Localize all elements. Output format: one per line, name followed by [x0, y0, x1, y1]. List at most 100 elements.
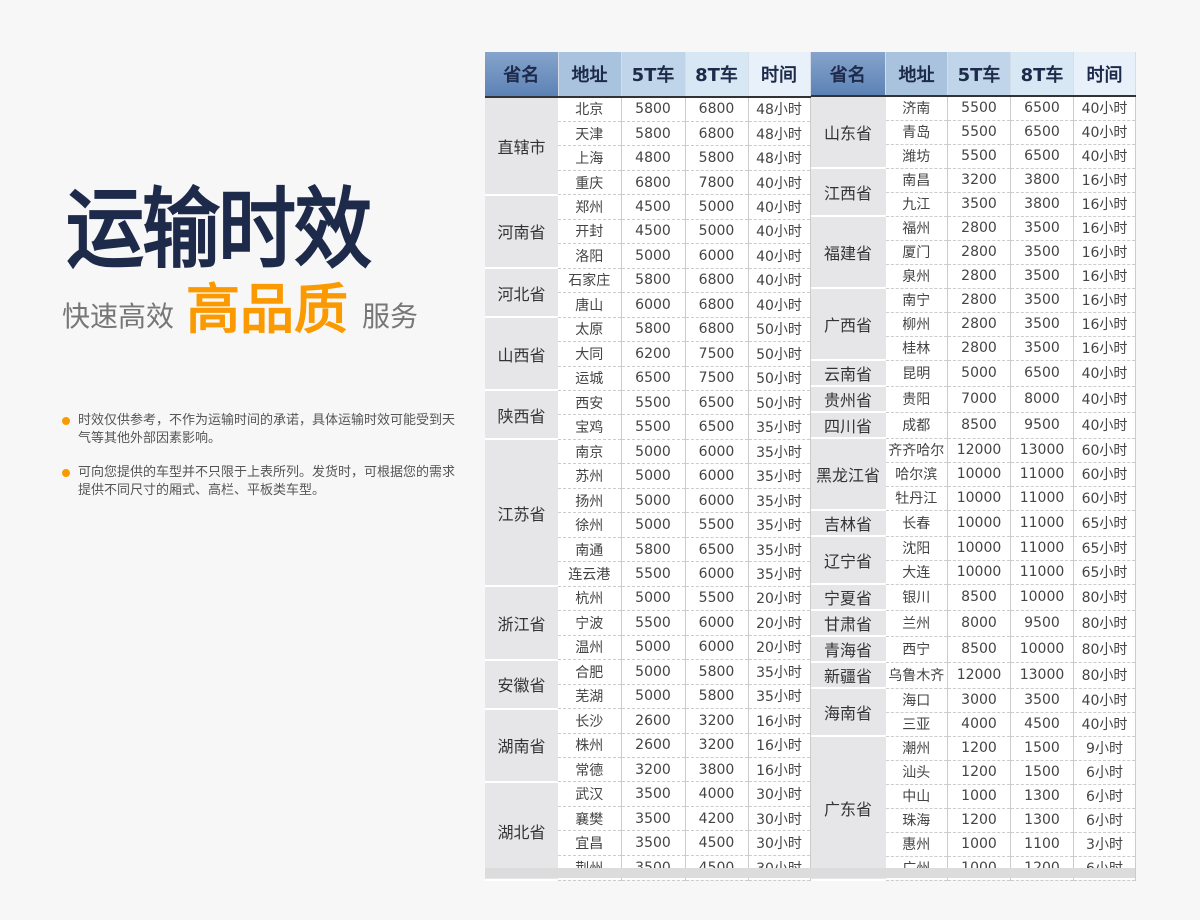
price-5t-cell: 10000 — [947, 560, 1011, 585]
price-5t-cell: 5000 — [621, 586, 686, 612]
price-8t-cell: 5800 — [685, 684, 749, 710]
price-5t-cell: 7000 — [947, 386, 1011, 413]
time-cell: 80小时 — [1073, 662, 1136, 689]
price-8t-cell: 7800 — [685, 170, 749, 196]
price-8t-cell: 4000 — [685, 781, 749, 807]
time-cell: 35小时 — [748, 463, 811, 489]
price-5t-cell: 8500 — [947, 636, 1011, 663]
time-cell: 20小时 — [748, 610, 811, 636]
bullet-dot-icon — [62, 469, 70, 477]
price-5t-cell: 5500 — [621, 561, 686, 587]
price-5t-cell: 5500 — [621, 390, 686, 416]
price-5t-cell: 5500 — [947, 96, 1011, 121]
subtitle-pre: 快速高效 — [62, 300, 175, 333]
table-row: 惠州 1000 1100 3小时 — [811, 832, 1136, 857]
price-5t-cell: 1200 — [947, 760, 1011, 785]
time-cell: 50小时 — [748, 390, 811, 416]
table-row: 吉林省 长春 10000 11000 65小时 — [810, 510, 1136, 537]
price-5t-cell: 2800 — [947, 336, 1011, 361]
table-row: 汕头 1200 1500 6小时 — [811, 760, 1136, 785]
table-row: 河南省 郑州 4500 5000 40小时 — [485, 194, 811, 270]
city-cell: 汕头 — [885, 760, 948, 785]
price-5t-cell: 5800 — [621, 268, 686, 294]
price-8t-cell: 6800 — [685, 317, 749, 343]
time-cell: 35小时 — [748, 659, 811, 685]
table-row: 湖北省 武汉 3500 4000 30小时 — [485, 781, 811, 882]
province-cell: 广东省 — [810, 736, 886, 881]
table-row: 大连 10000 11000 65小时 — [811, 560, 1136, 585]
city-cell: 武汉 — [558, 781, 622, 807]
price-5t-cell: 2800 — [947, 264, 1011, 289]
time-cell: 50小时 — [748, 341, 811, 367]
notes: 时效仅供参考，不作为运输时间的承诺，具体运输时效可能受到天气等其他外部因素影响。… — [62, 412, 462, 516]
table-row: 常德 3200 3800 16小时 — [485, 757, 811, 783]
city-cell: 宜昌 — [558, 830, 622, 856]
time-cell: 35小时 — [748, 561, 811, 587]
price-5t-cell: 10000 — [947, 486, 1011, 511]
table-row: 大同 6200 7500 50小时 — [485, 341, 811, 367]
province-cell: 宁夏省 — [810, 584, 886, 611]
price-5t-cell: 2600 — [621, 733, 686, 759]
time-cell: 40小时 — [1073, 412, 1136, 439]
header-row: 省名 地址 5T车 8T车 时间 — [810, 52, 1136, 97]
time-cell: 16小时 — [1073, 312, 1136, 337]
table-row: 直辖市 北京 5800 6800 48小时 — [485, 96, 811, 196]
province-cell: 河南省 — [485, 194, 558, 270]
table-row: 唐山 6000 6800 40小时 — [485, 292, 811, 318]
price-5t-cell: 4000 — [947, 712, 1011, 737]
city-cell: 南宁 — [885, 288, 948, 313]
city-cell: 重庆 — [558, 170, 622, 196]
price-5t-cell: 5000 — [947, 360, 1011, 387]
price-8t-cell: 5500 — [685, 586, 749, 612]
header-province: 省名 — [485, 52, 559, 98]
price-5t-cell: 6200 — [621, 341, 686, 367]
time-cell: 35小时 — [748, 439, 811, 465]
table-row: 柳州 2800 3500 16小时 — [811, 312, 1136, 337]
table-row: 湖南省 长沙 2600 3200 16小时 — [485, 708, 811, 783]
price-8t-cell: 3800 — [685, 757, 749, 783]
price-5t-cell: 10000 — [947, 536, 1011, 561]
price-5t-cell: 1000 — [947, 832, 1011, 857]
province-cell: 陕西省 — [485, 390, 558, 441]
table-row: 株州 2600 3200 16小时 — [485, 733, 811, 759]
price-5t-cell: 5000 — [621, 659, 686, 685]
price-5t-cell: 5500 — [621, 610, 686, 636]
time-cell: 6小时 — [1073, 760, 1136, 785]
price-5t-cell: 10000 — [947, 462, 1011, 487]
price-5t-cell: 2600 — [621, 708, 686, 734]
table-row: 泉州 2800 3500 16小时 — [811, 264, 1136, 289]
price-8t-cell: 5500 — [685, 512, 749, 538]
province-cell: 甘肃省 — [810, 610, 886, 637]
province-cell: 新疆省 — [810, 662, 886, 689]
city-cell: 贵阳 — [885, 386, 948, 413]
header-5t: 5T车 — [621, 52, 686, 98]
price-8t-cell: 6000 — [685, 488, 749, 514]
city-cell: 九江 — [885, 192, 948, 217]
time-cell: 30小时 — [748, 781, 811, 807]
province-cell: 贵州省 — [810, 386, 886, 413]
table-row: 天津 5800 6800 48小时 — [485, 121, 811, 147]
subtitle: 快速高效 高品质 服务 — [62, 283, 418, 337]
price-8t-cell: 6500 — [685, 414, 749, 440]
time-cell: 60小时 — [1073, 438, 1136, 463]
price-5t-cell: 6800 — [621, 170, 686, 196]
price-8t-cell: 10000 — [1010, 636, 1074, 663]
time-cell: 65小时 — [1073, 560, 1136, 585]
price-8t-cell: 9500 — [1010, 412, 1074, 439]
province-cell: 江苏省 — [485, 439, 558, 588]
price-8t-cell: 13000 — [1010, 438, 1074, 463]
city-cell: 苏州 — [558, 463, 622, 489]
price-5t-cell: 5800 — [621, 96, 686, 122]
city-cell: 杭州 — [558, 586, 622, 612]
price-8t-cell: 6500 — [1010, 360, 1074, 387]
table-row: 辽宁省 沈阳 10000 11000 65小时 — [810, 536, 1136, 585]
table-row: 江苏省 南京 5000 6000 35小时 — [485, 439, 811, 588]
city-cell: 海口 — [885, 688, 948, 713]
price-5t-cell: 12000 — [947, 662, 1011, 689]
time-cell: 20小时 — [748, 586, 811, 612]
price-8t-cell: 6000 — [685, 635, 749, 661]
subtitle-highlight: 高品质 — [186, 278, 349, 341]
note-text: 时效仅供参考，不作为运输时间的承诺，具体运输时效可能受到天气等其他外部因素影响。 — [78, 413, 456, 446]
table-row: 连云港 5500 6000 35小时 — [485, 561, 811, 587]
price-8t-cell: 11000 — [1010, 462, 1074, 487]
